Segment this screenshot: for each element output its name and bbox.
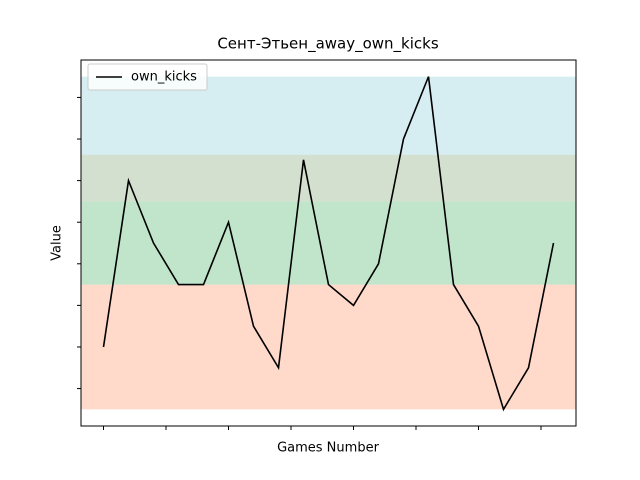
band <box>81 201 576 285</box>
y-axis-label: Value <box>50 225 65 261</box>
legend-label: own_kicks <box>131 70 197 85</box>
band <box>81 154 576 202</box>
plot-frame <box>80 59 577 427</box>
band <box>81 284 576 410</box>
chart-title: Сент-Этьен_away_own_kicks <box>217 35 439 54</box>
series-line <box>102 76 555 412</box>
legend-box <box>87 63 208 91</box>
x-axis-label: Games Number <box>277 441 379 456</box>
